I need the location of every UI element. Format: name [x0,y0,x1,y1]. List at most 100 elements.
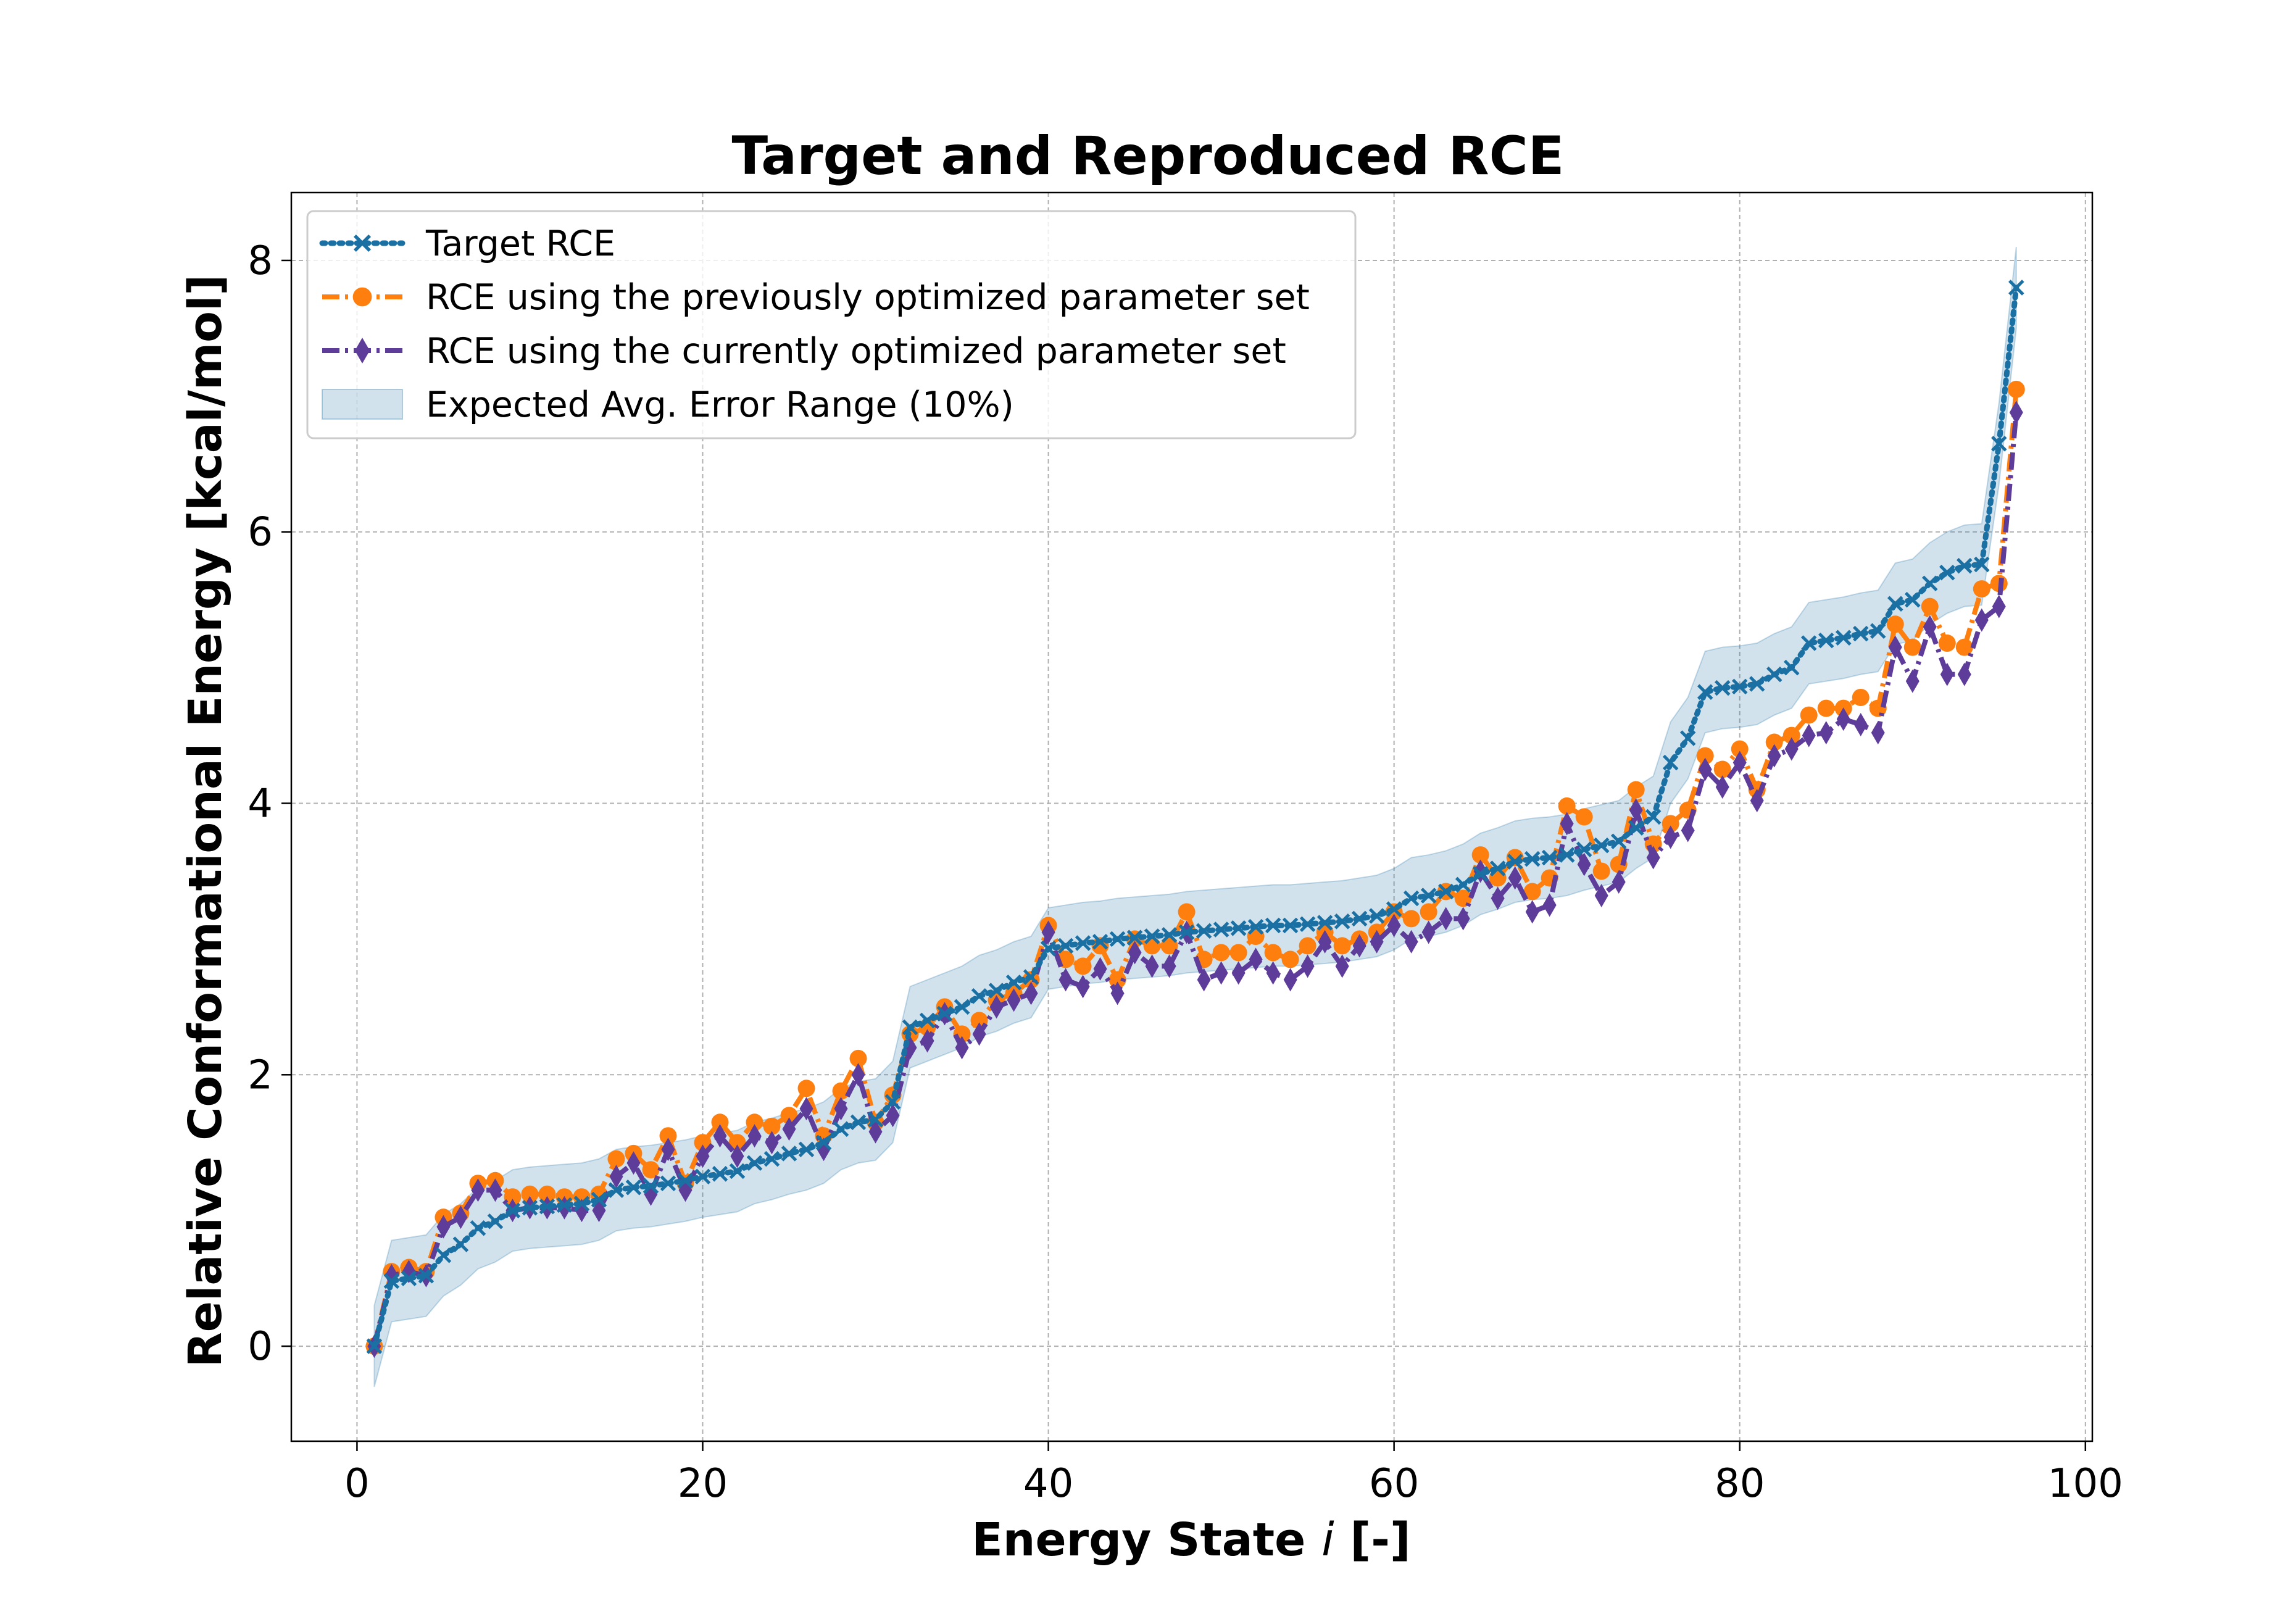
chart-title: Target and Reproduced RCE [732,125,1565,187]
data-point-x [1576,841,1592,858]
x-axis-label-variable: i [1321,1513,1334,1566]
data-point-diamond [1767,744,1781,768]
data-point-x [539,1198,555,1215]
data-point-x [1679,730,1696,746]
data-point-circle [2007,380,2025,398]
y-tick-label: 8 [247,238,273,284]
data-point-x [1437,883,1454,900]
data-point-diamond [1076,975,1090,999]
data-point-x [452,1236,469,1252]
legend-handle-band [322,389,403,420]
data-point-x [1835,630,1852,646]
data-point-circle [1471,846,1489,864]
legend-label: Target RCE [425,223,615,264]
data-point-x [418,1267,435,1284]
data-point-x [1368,908,1385,924]
data-point-x [1213,922,1229,938]
data-point-x [677,1173,694,1189]
data-point-circle [1731,740,1749,758]
data-point-x [1749,676,1765,692]
data-point-x [971,988,988,1004]
data-point-circle [607,1150,625,1168]
data-point-circle [1817,699,1835,717]
data-point-diamond [1197,968,1211,992]
data-point-circle [1592,862,1610,880]
y-tick-label: 2 [247,1052,273,1098]
data-point-diamond [1249,947,1263,972]
data-point-diamond [799,1097,813,1121]
data-point-diamond [886,1104,900,1128]
data-point-x [694,1168,711,1184]
data-point-diamond [1059,968,1073,992]
data-point-x [815,1134,832,1151]
y-tick-label: 6 [247,510,273,555]
data-point-diamond [920,1029,934,1053]
data-point-x [729,1163,746,1180]
data-point-x [833,1121,849,1138]
data-point-x [591,1191,607,1208]
data-point-circle [1973,580,1990,598]
data-point-circle [1955,638,1973,656]
data-point-diamond [1335,954,1349,978]
data-point-diamond [1439,907,1453,931]
data-point-diamond [1024,981,1038,1005]
data-point-x [573,1196,590,1212]
data-point-x [1783,659,1800,676]
data-point-x [1299,916,1316,932]
data-point-diamond [1007,988,1021,1012]
data-point-x [1144,928,1160,944]
data-point-x [850,1114,867,1131]
data-point-x [1558,847,1575,863]
data-point-x [884,1094,901,1110]
data-point-x [1420,888,1437,904]
data-point-x [1818,632,1834,649]
data-point-circle [1696,747,1714,765]
data-point-diamond [1871,721,1885,745]
data-point-x [1939,564,1955,581]
data-point-diamond [1404,930,1418,954]
series-layer [365,280,2025,1358]
data-point-circle [1903,638,1921,656]
data-point-x [1593,837,1610,854]
data-point-x [1489,860,1506,876]
data-point-diamond [1145,954,1159,978]
data-point-diamond [1093,957,1107,981]
data-point-circle [1402,910,1420,928]
data-point-diamond [1923,615,1937,639]
data-point-x [1126,930,1143,946]
data-point-x [1852,625,1869,642]
data-point-diamond [1905,669,1920,693]
data-point-x [1974,556,1990,573]
data-point-diamond [1819,721,1833,745]
y-tick-label: 4 [247,781,273,827]
data-point-diamond [1974,608,1989,632]
data-point-diamond [1542,893,1557,917]
x-axis-label-part1: Energy State [971,1513,1321,1566]
data-point-x [1403,890,1420,907]
data-point-diamond [471,1178,485,1202]
data-point-circle [1299,937,1316,955]
data-point-diamond [1663,825,1678,849]
data-point-diamond [1715,775,1729,799]
data-point-diamond [454,1205,468,1229]
data-point-x [660,1175,676,1191]
data-point-x [366,1338,383,1354]
data-point-x [1507,854,1523,870]
data-point-x [401,1270,417,1286]
data-point-x [1351,910,1368,927]
data-point-x [1040,941,1057,957]
data-point-circle [763,1117,781,1135]
data-point-x [1005,975,1022,991]
plot-frame [290,191,2094,1442]
data-point-diamond [1940,662,1954,686]
data-point-diamond [1836,707,1850,731]
data-point-circle [504,1188,522,1206]
data-point-circle [1281,951,1299,968]
data-point-x [919,1012,936,1029]
data-point-diamond [1732,751,1747,775]
data-point-diamond [488,1178,502,1202]
data-point-diamond [1231,961,1246,985]
data-point-x [712,1166,728,1182]
data-point-diamond [609,1165,623,1189]
